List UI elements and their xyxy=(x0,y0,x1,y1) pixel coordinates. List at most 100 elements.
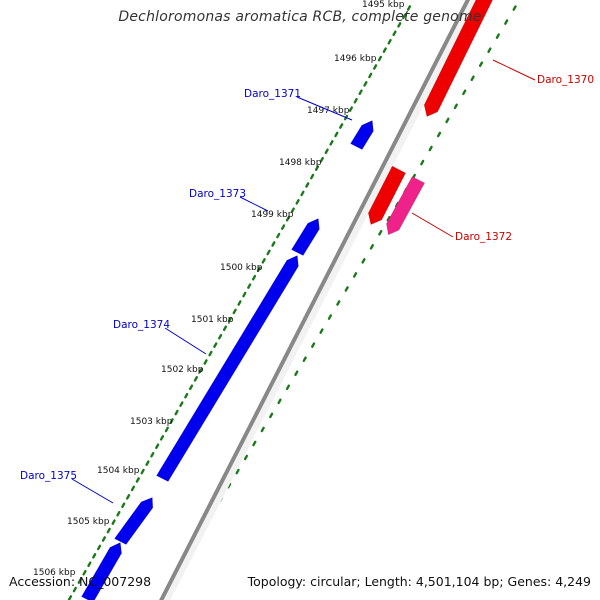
tick-dot-left xyxy=(232,308,237,315)
tick-dot-left xyxy=(135,477,140,483)
tick-dot-left xyxy=(155,443,160,450)
kbp-tick-label: 1499 kbp xyxy=(251,210,294,220)
tick-dot-left xyxy=(169,418,174,424)
tick-dot-right xyxy=(243,454,249,461)
tick-dot-right xyxy=(260,426,265,433)
tick-dot-left xyxy=(377,55,383,62)
map-title: Dechloromonas aromatica RCB, complete ge… xyxy=(118,9,482,25)
tick-dot-right xyxy=(428,145,433,152)
tick-dot-left xyxy=(271,241,276,247)
tick-dot-left xyxy=(227,317,232,323)
tick-dot-left xyxy=(150,451,155,458)
tick-dot-left xyxy=(300,190,305,197)
tick-dot-right xyxy=(420,159,425,166)
gene-leader-daro-1373 xyxy=(239,196,269,212)
tick-dot-right xyxy=(378,229,383,236)
tick-dot-left xyxy=(247,283,252,289)
gene-label-daro-1374: Daro_1374 xyxy=(113,319,170,331)
tick-dot-right xyxy=(319,328,324,334)
tick-dot-right xyxy=(294,370,299,377)
tick-dot-left xyxy=(159,435,165,441)
tick-dot-right xyxy=(445,117,450,124)
tick-dot-right xyxy=(369,244,374,250)
tick-dot-left xyxy=(402,13,407,20)
kbp-tick-label: 1506 kbp xyxy=(33,568,76,578)
tick-dot-left xyxy=(314,165,320,171)
tick-dot-left xyxy=(126,494,131,500)
tick-dot-left xyxy=(310,173,315,180)
gene-leader-daro-1372 xyxy=(411,212,454,238)
kbp-tick-label: 1503 kbp xyxy=(130,417,173,427)
gene-leader-daro-1375 xyxy=(71,478,114,504)
gene-arrow-daro-1370 xyxy=(423,0,493,117)
tick-dot-left xyxy=(237,300,242,306)
gene-leader-daro-1374 xyxy=(164,327,207,355)
tick-dot-left xyxy=(329,140,334,146)
tick-dot-right xyxy=(302,356,307,363)
tick-dot-right xyxy=(453,103,458,110)
tick-dot-left xyxy=(145,460,150,466)
tick-dot-right xyxy=(285,384,291,391)
tick-dot-left xyxy=(406,5,412,11)
gene-leader-daro-1371 xyxy=(296,96,353,121)
tick-dot-left xyxy=(358,89,363,96)
gene-arrow-daro-1371 xyxy=(350,120,374,150)
tick-dot-left xyxy=(140,468,145,475)
gene-arrow-daro-1373 xyxy=(291,218,320,256)
tick-dot-left xyxy=(276,232,281,239)
tick-dot-left xyxy=(87,561,92,568)
tick-dot-left xyxy=(363,81,368,87)
tick-dot-left xyxy=(266,249,271,256)
gene-arrow-daro-1372b xyxy=(386,176,426,236)
tick-dot-right xyxy=(252,440,257,447)
gene-leader-daro-1370 xyxy=(492,59,536,81)
tick-dot-rows xyxy=(67,5,517,600)
kbp-tick-label: 1500 kbp xyxy=(220,263,263,273)
tick-dot-left xyxy=(77,578,82,584)
tick-dot-right xyxy=(436,131,442,138)
tick-dot-left xyxy=(130,485,136,492)
kbp-tick-label: 1495 kbp xyxy=(362,0,405,10)
tick-dot-right xyxy=(344,286,349,292)
gene-arrow-edge xyxy=(81,542,122,600)
tick-dot-left xyxy=(348,106,353,112)
tick-dot-left xyxy=(106,527,111,534)
kbp-tick-label: 1496 kbp xyxy=(334,54,377,64)
tick-dot-left xyxy=(373,64,378,70)
tick-dot-right xyxy=(487,47,492,53)
tick-dot-left xyxy=(261,258,266,264)
tick-dot-left xyxy=(368,72,373,79)
kbp-tick-label: 1497 kbp xyxy=(307,106,350,116)
tick-dot-left xyxy=(382,47,387,53)
tick-dot-left xyxy=(96,544,102,551)
tick-dot-right xyxy=(352,272,358,278)
tick-dot-left xyxy=(222,325,228,332)
kbp-tick-labels: 1495 kbp 1496 kbp 1497 kbp 1498 kbp 1499 kbp… xyxy=(33,0,405,578)
backbone xyxy=(159,0,478,600)
gene-label-daro-1371: Daro_1371 xyxy=(244,88,301,100)
tick-dot-right xyxy=(470,75,475,82)
tick-dot-right xyxy=(504,19,509,25)
tick-dot-right xyxy=(327,314,333,320)
tick-dot-left xyxy=(256,266,261,273)
tick-dot-left xyxy=(280,224,286,230)
tick-dot-left xyxy=(193,376,199,382)
tick-dot-right xyxy=(462,89,467,96)
tick-dot-right xyxy=(235,468,240,475)
tick-dot-left xyxy=(179,401,184,407)
tick-dot-right xyxy=(361,258,366,264)
tick-dot-left xyxy=(334,131,339,138)
backbone-line xyxy=(159,0,471,600)
tick-dot-left xyxy=(218,333,223,340)
tick-dot-left xyxy=(188,384,194,391)
tick-dot-left xyxy=(198,367,203,374)
tick-dot-right xyxy=(311,342,316,348)
tick-dot-left xyxy=(213,342,218,348)
kbp-tick-label: 1501 kbp xyxy=(191,315,234,325)
accession-text: Accession: NC_007298 xyxy=(9,574,152,589)
tick-dot-left xyxy=(397,22,402,28)
gene-label-daro-1372: Daro_1372 xyxy=(455,231,512,243)
tick-dot-right xyxy=(478,61,484,68)
kbp-tick-label: 1502 kbp xyxy=(161,365,204,375)
